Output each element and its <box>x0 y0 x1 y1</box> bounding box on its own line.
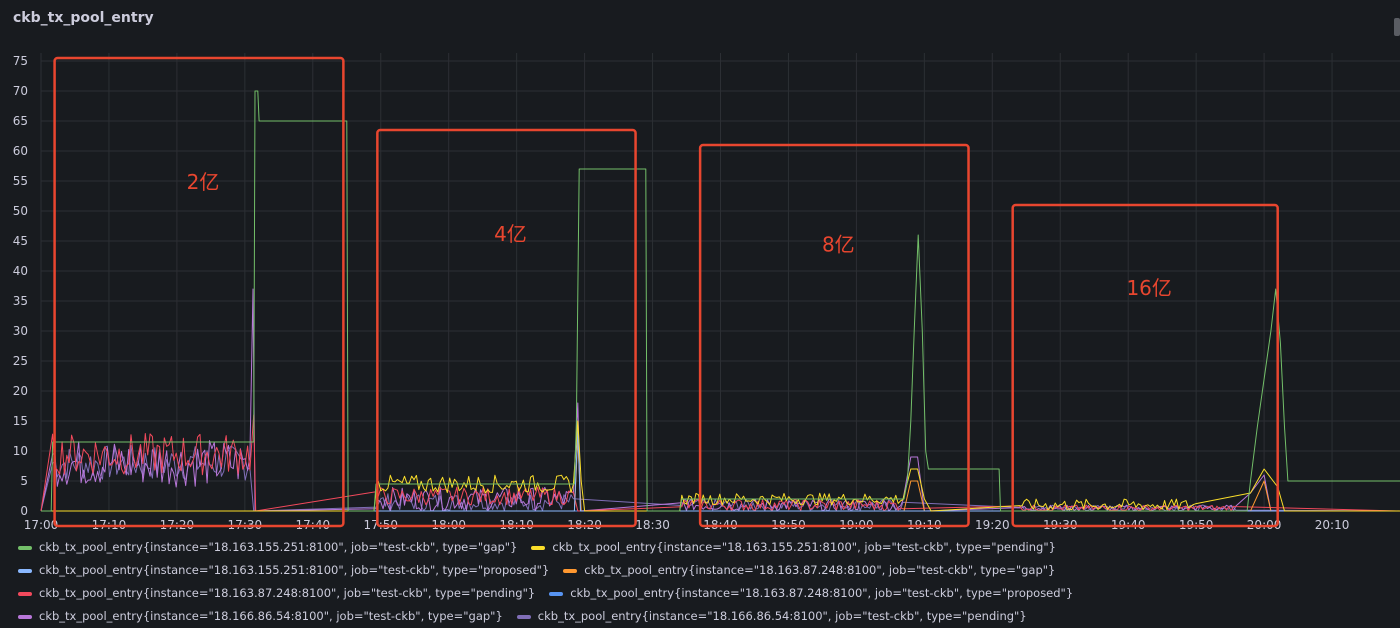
y-tick-label: 35 <box>13 294 28 308</box>
annotation-label: 16亿 <box>1126 276 1171 300</box>
legend-swatch <box>18 591 32 596</box>
legend-row: ckb_tx_pool_entry{instance="18.163.87.24… <box>18 582 1378 605</box>
legend-row: ckb_tx_pool_entry{instance="18.163.155.2… <box>18 559 1378 582</box>
y-tick-label: 60 <box>13 144 28 158</box>
legend-swatch <box>18 614 32 619</box>
legend-item[interactable]: ckb_tx_pool_entry{instance="18.166.86.54… <box>18 605 503 628</box>
annotation-label: 4亿 <box>494 222 527 246</box>
y-tick-label: 50 <box>13 204 28 218</box>
y-tick-label: 0 <box>20 504 28 518</box>
y-tick-label: 40 <box>13 264 28 278</box>
legend-swatch <box>563 568 578 573</box>
legend-swatch <box>531 545 546 550</box>
y-tick-label: 30 <box>13 324 28 338</box>
legend-swatch <box>549 591 564 596</box>
y-tick-label: 5 <box>20 474 28 488</box>
legend-label: ckb_tx_pool_entry{instance="18.163.155.2… <box>39 563 550 577</box>
annotation-box <box>53 56 345 528</box>
y-tick-label: 25 <box>13 354 28 368</box>
series-line-0[interactable] <box>41 90 1400 512</box>
annotation-box <box>376 128 637 528</box>
y-tick-label: 70 <box>13 84 28 98</box>
legend-label: ckb_tx_pool_entry{instance="18.163.87.24… <box>584 563 1056 577</box>
y-tick-label: 45 <box>13 234 28 248</box>
y-tick-label: 75 <box>13 54 28 68</box>
legend-swatch <box>18 568 32 573</box>
legend-item[interactable]: ckb_tx_pool_entry{instance="18.163.155.2… <box>18 559 549 582</box>
annotation-box <box>698 143 970 528</box>
annotation-label: 8亿 <box>822 233 855 257</box>
annotation-label: 2亿 <box>187 170 220 194</box>
x-tick-label: 19:20 <box>975 518 1010 532</box>
legend-label: ckb_tx_pool_entry{instance="18.163.87.24… <box>39 586 536 600</box>
legend-label: ckb_tx_pool_entry{instance="18.166.86.54… <box>39 609 503 623</box>
x-tick-label: 18:30 <box>635 518 670 532</box>
legend-item[interactable]: ckb_tx_pool_entry{instance="18.163.155.2… <box>531 536 1056 559</box>
legend-swatch <box>516 614 531 619</box>
legend-label: ckb_tx_pool_entry{instance="18.163.155.2… <box>552 540 1056 554</box>
legend-row: ckb_tx_pool_entry{instance="18.166.86.54… <box>18 605 1378 628</box>
y-tick-label: 65 <box>13 114 28 128</box>
legend-item[interactable]: ckb_tx_pool_entry{instance="18.163.87.24… <box>549 582 1073 605</box>
chart-legend: ckb_tx_pool_entry{instance="18.163.155.2… <box>18 536 1378 628</box>
x-tick-label: 17:00 <box>24 518 59 532</box>
legend-item[interactable]: ckb_tx_pool_entry{instance="18.166.86.54… <box>516 605 1027 628</box>
y-tick-label: 15 <box>13 414 28 428</box>
legend-label: ckb_tx_pool_entry{instance="18.166.86.54… <box>537 609 1027 623</box>
legend-row: ckb_tx_pool_entry{instance="18.163.155.2… <box>18 536 1378 559</box>
legend-item[interactable]: ckb_tx_pool_entry{instance="18.163.87.24… <box>563 559 1055 582</box>
legend-label: ckb_tx_pool_entry{instance="18.163.155.2… <box>39 540 518 554</box>
panel-scrollbar[interactable] <box>1394 18 1400 36</box>
y-tick-label: 55 <box>13 174 28 188</box>
legend-swatch <box>18 545 32 550</box>
y-tick-label: 10 <box>13 444 28 458</box>
y-tick-label: 20 <box>13 384 28 398</box>
legend-label: ckb_tx_pool_entry{instance="18.163.87.24… <box>570 586 1074 600</box>
legend-item[interactable]: ckb_tx_pool_entry{instance="18.163.87.24… <box>18 582 535 605</box>
annotation-box <box>1011 203 1279 528</box>
legend-item[interactable]: ckb_tx_pool_entry{instance="18.163.155.2… <box>18 536 517 559</box>
panel-title: ckb_tx_pool_entry <box>13 10 154 26</box>
x-tick-label: 20:10 <box>1315 518 1350 532</box>
